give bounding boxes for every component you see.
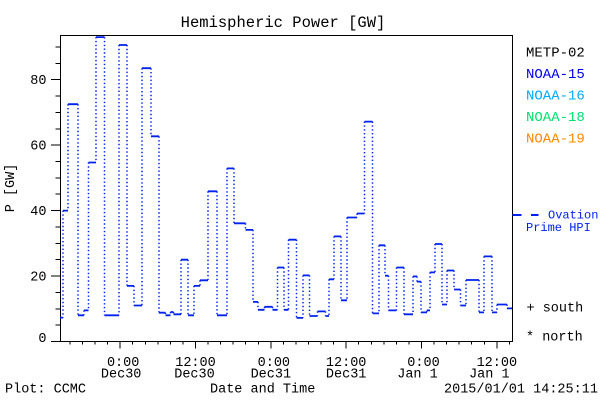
svg-text:Ovation: Ovation xyxy=(548,209,598,223)
svg-text:0:00: 0:00 xyxy=(258,356,290,371)
svg-text:0:00: 0:00 xyxy=(407,356,439,371)
svg-text:Date and Time: Date and Time xyxy=(210,383,315,398)
svg-text:Jan 1: Jan 1 xyxy=(469,368,510,383)
svg-text:0: 0 xyxy=(38,332,46,347)
svg-text:12:00: 12:00 xyxy=(326,356,367,371)
svg-text:Jan 1: Jan 1 xyxy=(397,368,438,383)
svg-text:NOAA-19: NOAA-19 xyxy=(526,132,585,148)
svg-text:Dec31: Dec31 xyxy=(251,368,292,383)
svg-text:P [GW]: P [GW] xyxy=(4,164,19,213)
svg-text:* north: * north xyxy=(526,331,583,346)
svg-text:Prime HPI: Prime HPI xyxy=(526,221,591,235)
svg-text:METP-02: METP-02 xyxy=(526,46,585,62)
svg-text:40: 40 xyxy=(30,205,46,220)
svg-text:20: 20 xyxy=(30,270,46,285)
svg-text:60: 60 xyxy=(30,140,46,155)
svg-text:2015/01/01 14:25:11: 2015/01/01 14:25:11 xyxy=(444,383,598,398)
svg-text:NOAA-15: NOAA-15 xyxy=(526,67,585,83)
svg-text:12:00: 12:00 xyxy=(175,356,216,371)
svg-text:Dec30: Dec30 xyxy=(174,368,215,383)
svg-text:80: 80 xyxy=(30,74,46,89)
svg-text:Hemispheric Power [GW]: Hemispheric Power [GW] xyxy=(181,14,386,32)
svg-text:Dec31: Dec31 xyxy=(326,368,367,383)
svg-text:+ south: + south xyxy=(527,302,584,317)
svg-text:Dec30: Dec30 xyxy=(101,368,142,383)
svg-text:NOAA-18: NOAA-18 xyxy=(526,110,585,126)
svg-text:NOAA-16: NOAA-16 xyxy=(526,89,585,105)
svg-text:12:00: 12:00 xyxy=(477,356,518,371)
svg-text:Plot: CCMC: Plot: CCMC xyxy=(5,383,86,398)
svg-text:0:00: 0:00 xyxy=(107,356,139,371)
